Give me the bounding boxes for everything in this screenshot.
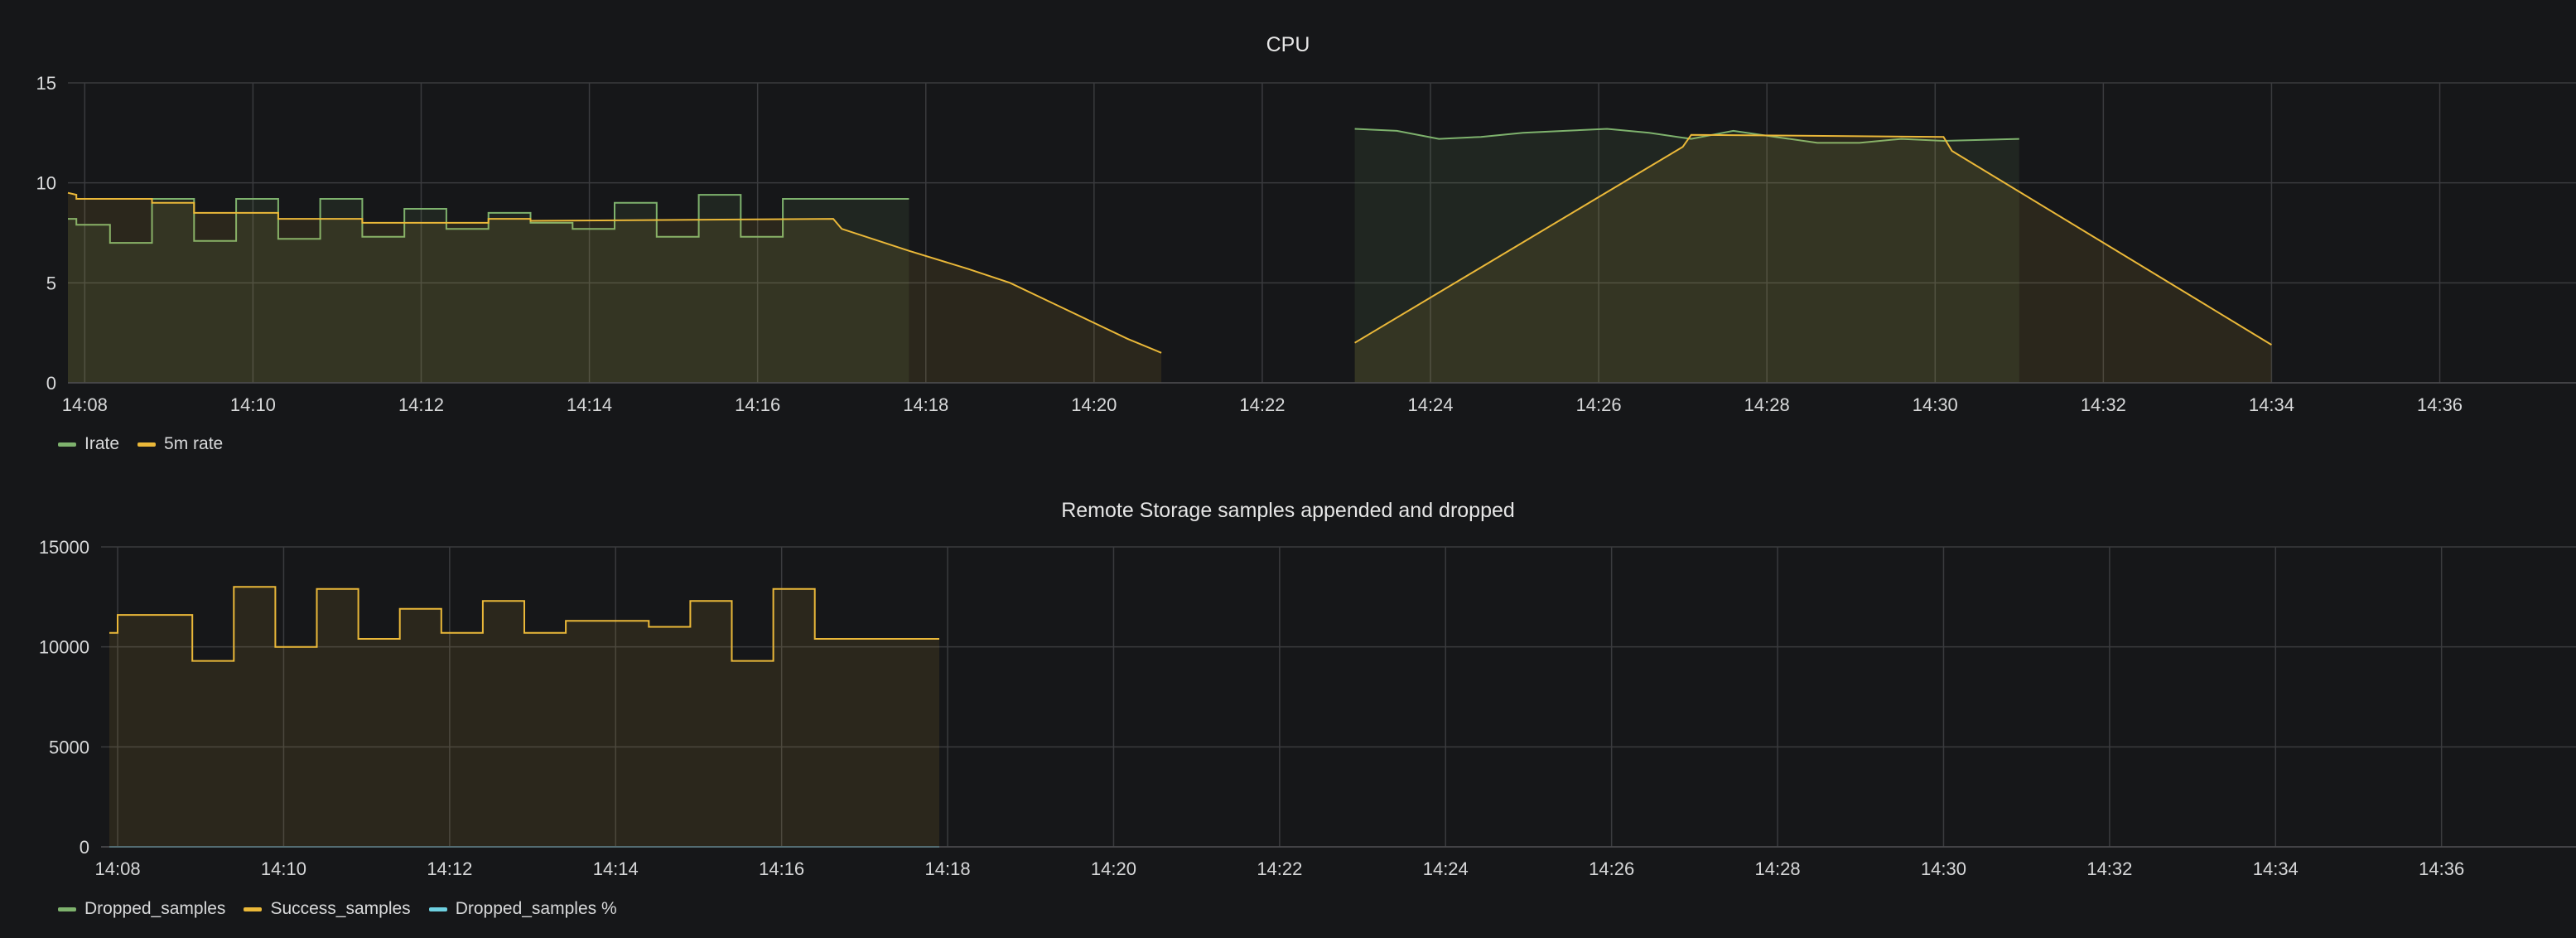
- x-tick-label: 14:08: [62, 394, 108, 415]
- series-line-irate: [1354, 128, 2019, 144]
- x-tick-label: 14:20: [1071, 394, 1117, 415]
- y-tick-label: 5: [46, 273, 56, 293]
- cpu-panel-title: CPU: [1266, 33, 1310, 56]
- x-tick-label: 14:32: [2081, 394, 2126, 415]
- series-line-5m-rate: [1354, 133, 2272, 346]
- x-tick-label: 14:16: [759, 858, 804, 879]
- x-tick-label: 14:30: [1921, 858, 1966, 879]
- x-tick-label: 14:26: [1576, 394, 1622, 415]
- y-tick-label: 5000: [49, 737, 89, 757]
- remote-storage-legend: Dropped_samples Success_samples Dropped_…: [58, 899, 617, 919]
- remote-storage-panel-title: Remote Storage samples appended and drop…: [1061, 499, 1515, 522]
- legend-label-dropped-samples: Dropped_samples: [84, 899, 226, 918]
- x-tick-label: 14:18: [903, 394, 948, 415]
- series-area-irate: [1354, 128, 2019, 383]
- y-tick-label: 15: [36, 73, 56, 94]
- series-line-success-samples: [109, 586, 939, 662]
- x-tick-label: 14:30: [1913, 394, 1958, 415]
- x-tick-label: 14:18: [925, 858, 971, 879]
- series-line-irate: [68, 194, 909, 244]
- x-tick-label: 14:08: [95, 858, 141, 879]
- legend-item-5m-rate[interactable]: 5m rate: [137, 434, 223, 454]
- x-tick-label: 14:28: [1755, 858, 1801, 879]
- y-tick-label: 0: [46, 373, 56, 394]
- series-area-5m-rate: [68, 192, 1162, 383]
- x-tick-label: 14:20: [1091, 858, 1136, 879]
- series-area-5m-rate: [1354, 134, 2272, 383]
- legend-label-dropped-samples-percent: Dropped_samples %: [455, 899, 617, 918]
- grid: [68, 82, 2576, 384]
- series-line-5m-rate: [67, 191, 1162, 354]
- legend-swatch-5m-rate: [137, 442, 157, 447]
- x-tick-label: 14:32: [2086, 858, 2132, 879]
- series-area-irate: [68, 195, 909, 383]
- x-tick-label: 14:24: [1407, 394, 1453, 415]
- x-tick-label: 14:22: [1239, 394, 1285, 415]
- legend-label-irate: Irate: [84, 434, 120, 453]
- y-tick-label: 10000: [39, 637, 89, 658]
- y-tick-label: 10: [36, 173, 56, 194]
- legend-item-success-samples[interactable]: Success_samples: [244, 899, 411, 919]
- x-tick-label: 14:12: [427, 858, 472, 879]
- y-tick-label: 0: [80, 837, 89, 858]
- x-tick-label: 14:14: [567, 394, 612, 415]
- x-tick-label: 14:12: [398, 394, 444, 415]
- x-tick-label: 14:10: [261, 858, 306, 879]
- cpu-legend: Irate 5m rate: [58, 434, 223, 454]
- x-tick-label: 14:36: [2417, 394, 2463, 415]
- remote-storage-chart: 0 5000 10000 15000 14:08 14:10 14:12 14:14 14:16…: [39, 537, 2576, 879]
- x-tick-label: 14:26: [1589, 858, 1634, 879]
- legend-swatch-irate: [58, 442, 76, 447]
- cpu-chart: 0 5 10 15 14:08 14:10 14:12 14:14 14:16 14:18 14:2…: [36, 73, 2576, 415]
- legend-item-irate[interactable]: Irate: [58, 434, 119, 454]
- x-tick-label: 14:10: [230, 394, 276, 415]
- legend-swatch-success-samples: [244, 907, 263, 911]
- legend-label-success-samples: Success_samples: [270, 899, 411, 918]
- x-tick-label: 14:34: [2249, 394, 2294, 415]
- x-tick-label: 14:24: [1423, 858, 1469, 879]
- x-tick-label: 14:16: [735, 394, 780, 415]
- x-tick-label: 14:22: [1257, 858, 1302, 879]
- legend-item-dropped-samples[interactable]: Dropped_samples: [58, 899, 225, 919]
- y-tick-label: 15000: [39, 537, 89, 558]
- legend-swatch-dropped-samples: [58, 907, 76, 911]
- legend-label-5m-rate: 5m rate: [164, 434, 224, 453]
- x-tick-label: 14:14: [593, 858, 639, 879]
- legend-swatch-dropped-samples-percent: [428, 907, 447, 911]
- x-tick-label: 14:28: [1744, 394, 1790, 415]
- x-tick-label: 14:36: [2419, 858, 2464, 879]
- legend-item-dropped-samples-percent[interactable]: Dropped_samples %: [428, 899, 617, 919]
- x-tick-label: 14:34: [2253, 858, 2299, 879]
